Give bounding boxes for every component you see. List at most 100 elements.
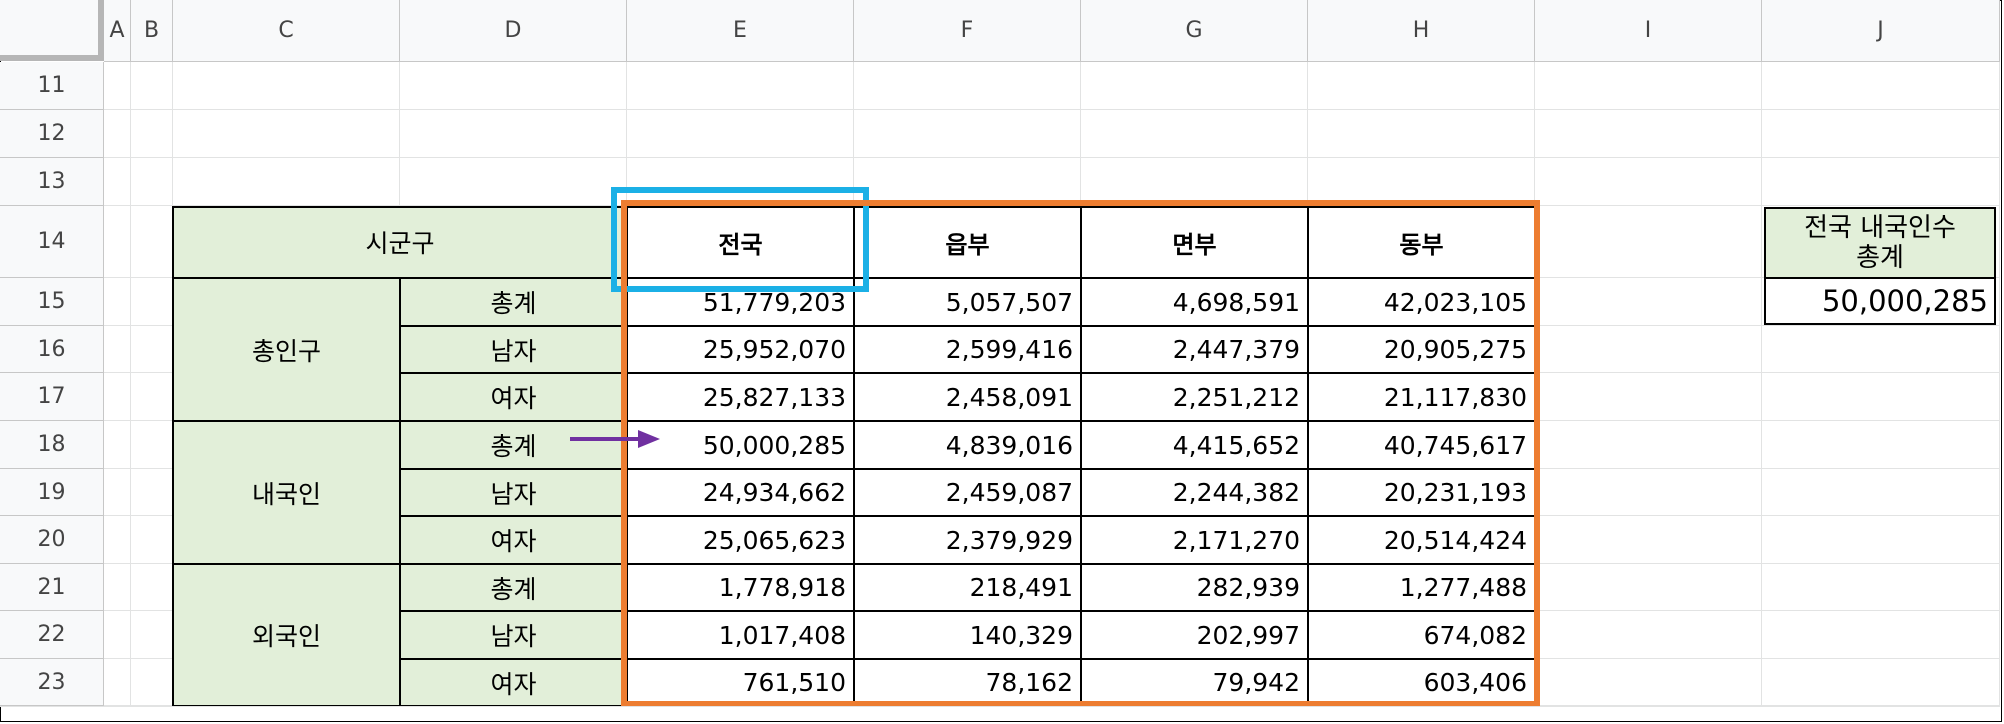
value-cell[interactable]: 4,415,652 (1172, 430, 1300, 460)
value-cell[interactable]: 2,447,379 (1172, 335, 1300, 364)
column-header-a[interactable]: A (104, 0, 131, 62)
summary-label-cell[interactable]: 전국 내국인수 총계 (1764, 207, 1996, 279)
value-cell[interactable]: 218,491 (969, 573, 1073, 602)
row-label-cell[interactable]: 여자 (400, 516, 627, 564)
gridline (104, 157, 2000, 158)
row-header-20[interactable]: 20 (0, 516, 104, 564)
value-cell[interactable]: 20,231,193 (1383, 478, 1527, 507)
summary-value-cell[interactable]: 50,000,285 (1764, 279, 1996, 325)
row-header-11[interactable]: 11 (0, 62, 104, 110)
row-header-21[interactable]: 21 (0, 564, 104, 611)
summary-label-line2: 총계 (1856, 243, 1904, 273)
value-cell[interactable]: 78,162 (985, 668, 1073, 697)
value-cell[interactable]: 202,997 (1196, 620, 1300, 650)
value-cell[interactable]: 2,599,416 (945, 335, 1073, 364)
table-border (400, 515, 1537, 517)
column-header-d[interactable]: D (400, 0, 627, 62)
row-label-cell[interactable]: 여자 (400, 659, 627, 706)
row-label-cell[interactable]: 남자 (400, 469, 627, 516)
column-header-g[interactable]: G (1081, 0, 1308, 62)
arrow-right-icon (570, 430, 660, 448)
value-cell[interactable]: 20,905,275 (1383, 335, 1527, 364)
row-header-13[interactable]: 13 (0, 158, 104, 206)
group-label-cell[interactable]: 총인구 (173, 278, 400, 421)
value-cell[interactable]: 79,942 (1212, 668, 1300, 697)
table-border (399, 278, 401, 706)
row-label-cell[interactable]: 남자 (400, 611, 627, 659)
value-cell[interactable]: 761,510 (742, 668, 846, 697)
value-cell[interactable]: 1,017,408 (718, 620, 846, 650)
column-header-j[interactable]: J (1762, 0, 2000, 62)
value-cell[interactable]: 2,171,270 (1172, 525, 1300, 555)
table-border (173, 420, 400, 422)
column-header-i[interactable]: I (1535, 0, 1762, 62)
value-cell[interactable]: 40,745,617 (1383, 430, 1527, 460)
table-border (400, 420, 1537, 422)
row-header-18[interactable]: 18 (0, 421, 104, 469)
region-header-cell[interactable]: 시군구 (173, 206, 627, 278)
gridline (0, 706, 2000, 707)
value-cell[interactable]: 5,057,507 (945, 287, 1073, 317)
table-border (400, 658, 1537, 660)
column-header-f[interactable]: F (854, 0, 1081, 62)
group-label-cell[interactable]: 내국인 (173, 421, 400, 564)
select-all-corner[interactable] (0, 0, 104, 61)
summary-label-line1: 전국 내국인수 (1804, 213, 1956, 243)
row-header-14[interactable]: 14 (0, 206, 104, 278)
value-cell[interactable]: 25,952,070 (702, 335, 846, 364)
col-header-cell[interactable]: 읍부 (945, 230, 990, 259)
table-border (626, 206, 628, 706)
column-header-c[interactable]: C (173, 0, 400, 62)
value-cell[interactable]: 2,251,212 (1172, 382, 1300, 412)
row-header-16[interactable]: 16 (0, 326, 104, 373)
col-header-cell[interactable]: 전국 (718, 230, 763, 259)
table-border (400, 372, 1537, 374)
value-cell[interactable]: 603,406 (1423, 668, 1527, 697)
value-cell[interactable]: 25,827,133 (702, 382, 846, 412)
row-label-cell[interactable]: 여자 (400, 373, 627, 421)
table-border (173, 563, 400, 565)
value-cell[interactable]: 282,939 (1196, 573, 1300, 602)
value-cell[interactable]: 2,458,091 (945, 382, 1073, 412)
col-header-cell[interactable]: 면부 (1172, 230, 1217, 259)
table-border (173, 277, 400, 279)
row-header-23[interactable]: 23 (0, 659, 104, 706)
group-label-cell[interactable]: 외국인 (173, 564, 400, 706)
value-cell[interactable]: 25,065,623 (702, 525, 846, 555)
value-cell[interactable]: 42,023,105 (1383, 287, 1527, 317)
column-header-h[interactable]: H (1308, 0, 1535, 62)
value-cell[interactable]: 4,839,016 (945, 430, 1073, 460)
row-label-cell[interactable]: 남자 (400, 326, 627, 373)
column-header-e[interactable]: E (627, 0, 854, 62)
table-border (400, 610, 1537, 612)
row-header-22[interactable]: 22 (0, 611, 104, 659)
table-border (1307, 206, 1309, 706)
col-header-cell[interactable]: 동부 (1399, 230, 1444, 259)
table-border (400, 277, 1537, 279)
row-header-19[interactable]: 19 (0, 469, 104, 516)
value-cell[interactable]: 2,244,382 (1172, 478, 1300, 507)
row-header-12[interactable]: 12 (0, 110, 104, 158)
value-cell[interactable]: 1,778,918 (718, 573, 846, 602)
row-header-17[interactable]: 17 (0, 373, 104, 421)
value-cell[interactable]: 50,000,285 (702, 430, 846, 460)
row-header-15[interactable]: 15 (0, 278, 104, 326)
value-cell[interactable]: 2,379,929 (945, 525, 1073, 555)
row-label-cell[interactable]: 총계 (400, 421, 627, 469)
table-border (400, 325, 1537, 327)
value-cell[interactable]: 20,514,424 (1383, 525, 1527, 555)
value-cell[interactable]: 51,779,203 (702, 287, 846, 317)
value-cell[interactable]: 1,277,488 (1399, 573, 1527, 602)
row-label-cell[interactable]: 총계 (400, 564, 627, 611)
value-cell[interactable]: 24,934,662 (702, 478, 846, 507)
value-cell[interactable]: 674,082 (1423, 620, 1527, 650)
gridline (1999, 62, 2000, 706)
value-cell[interactable]: 2,459,087 (945, 478, 1073, 507)
value-cell[interactable]: 21,117,830 (1383, 382, 1527, 412)
table-border (400, 563, 1537, 565)
value-cell[interactable]: 140,329 (969, 620, 1073, 650)
table-border (853, 206, 855, 706)
value-cell[interactable]: 4,698,591 (1172, 287, 1300, 317)
column-header-b[interactable]: B (131, 0, 173, 62)
row-label-cell[interactable]: 총계 (400, 278, 627, 326)
